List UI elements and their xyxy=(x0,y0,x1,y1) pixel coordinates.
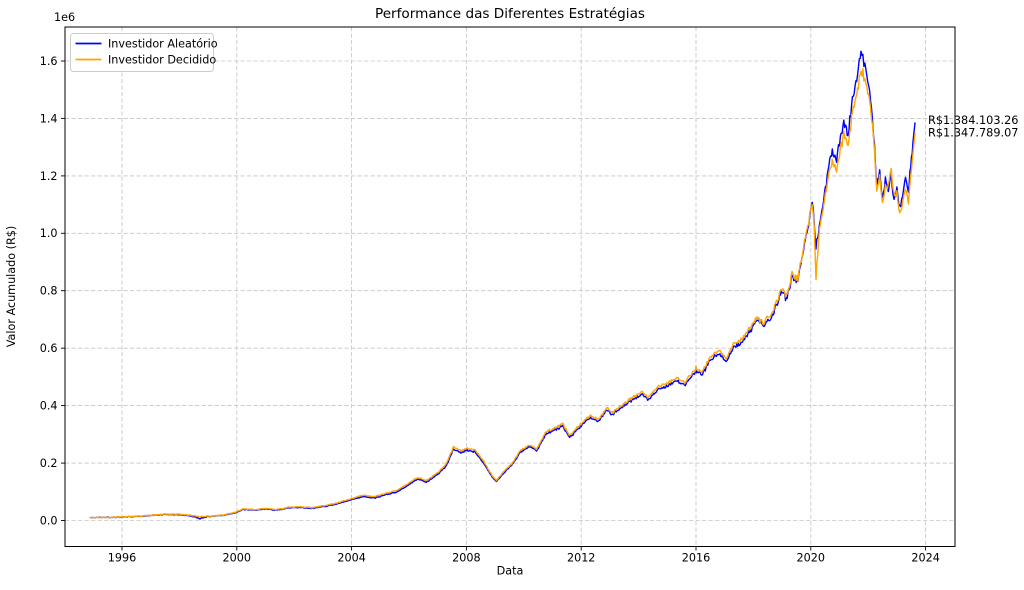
series-layer xyxy=(89,50,916,520)
x-tick-label: 2004 xyxy=(337,552,365,565)
series-line-investidor-decidido xyxy=(89,68,916,519)
gridlines xyxy=(65,27,955,547)
y-tick-label: 0.8 xyxy=(40,285,58,298)
axis-ticks: 1996 2000 2004 2008 2012 2016 2020 2024 0.0 0.2 0.… xyxy=(40,55,940,565)
y-tick-label: 0.2 xyxy=(40,457,58,470)
y-tick-label: 1.0 xyxy=(40,227,58,240)
y-axis-offset-label: 1e6 xyxy=(54,11,75,24)
final-value-annotation-aleatorio: R$1.384.103.26 xyxy=(928,114,1019,127)
x-axis-label: Data xyxy=(497,565,524,578)
x-tick-label: 2008 xyxy=(452,552,480,565)
legend-label-decidido: Investidor Decidido xyxy=(108,54,216,67)
x-tick-label: 2016 xyxy=(682,552,710,565)
legend: Investidor Aleatório Investidor Decidido xyxy=(70,33,218,72)
x-tick-label: 2000 xyxy=(223,552,251,565)
y-tick-label: 0.4 xyxy=(40,400,58,413)
chart-title: Performance das Diferentes Estratégias xyxy=(375,6,645,22)
x-tick-label: 2024 xyxy=(911,552,939,565)
y-axis-label: Valor Acumulado (R$) xyxy=(5,226,18,348)
y-tick-label: 0.0 xyxy=(40,514,58,527)
y-tick-label: 1.2 xyxy=(40,170,58,183)
y-tick-label: 1.6 xyxy=(40,55,58,68)
legend-box xyxy=(70,33,214,72)
x-tick-label: 1996 xyxy=(108,552,136,565)
series-line-investidor-aleatorio xyxy=(89,50,916,520)
y-tick-label: 1.4 xyxy=(40,112,58,125)
y-tick-label: 0.6 xyxy=(40,342,58,355)
final-value-annotation-decidido: R$1.347.789.07 xyxy=(928,127,1019,140)
legend-label-aleatorio: Investidor Aleatório xyxy=(108,38,218,51)
x-tick-label: 2020 xyxy=(797,552,825,565)
plot-border xyxy=(64,26,956,547)
x-tick-label: 2012 xyxy=(567,552,595,565)
